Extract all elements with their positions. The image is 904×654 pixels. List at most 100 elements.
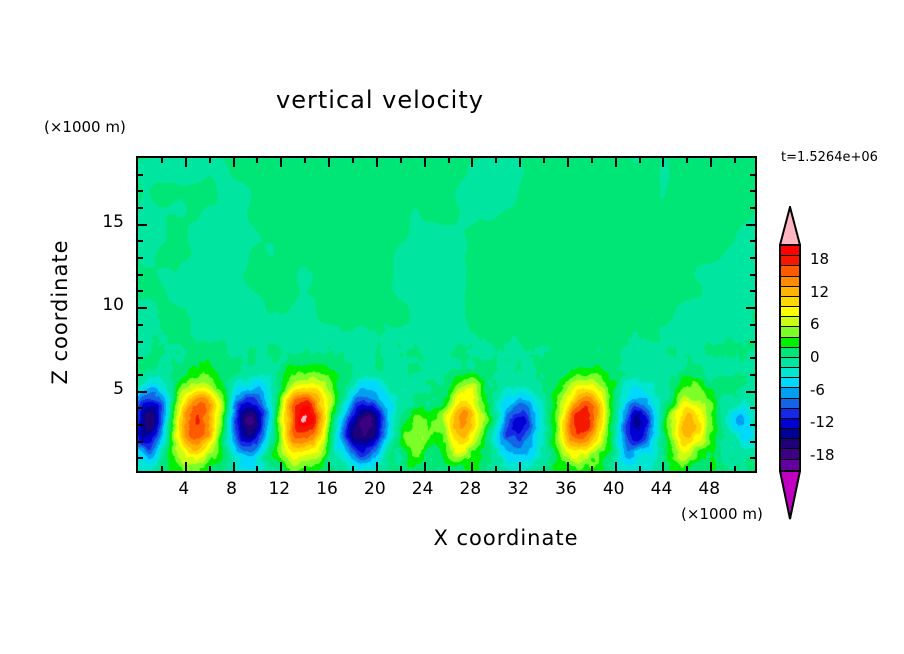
x-tick-top — [519, 158, 522, 167]
x-tick — [160, 466, 163, 471]
x-tick-top — [232, 158, 235, 167]
x-tick-top — [351, 158, 354, 163]
x-tick — [280, 462, 283, 471]
y-tick-right — [750, 207, 755, 210]
x-tick — [686, 466, 689, 471]
colorbar-swatch — [781, 256, 799, 267]
x-tick-top — [280, 158, 283, 167]
colorbar-swatch — [781, 449, 799, 460]
y-axis-title: Z coordinate — [48, 239, 72, 385]
colorbar-swatch — [781, 388, 799, 399]
x-tick-top — [471, 158, 474, 167]
x-tick — [495, 466, 498, 471]
x-tick-top — [304, 158, 307, 163]
x-tick — [734, 466, 737, 471]
x-tick-top — [543, 158, 546, 163]
colorbar-tick-label: 6 — [810, 315, 820, 334]
y-tick-right — [750, 240, 755, 243]
x-tick — [519, 462, 522, 471]
x-tick — [399, 466, 402, 471]
x-tick-top — [710, 158, 713, 167]
y-tick-right — [750, 290, 755, 293]
y-tick-right — [750, 440, 755, 443]
x-tick-label: 48 — [698, 479, 721, 499]
x-tick-top — [662, 158, 665, 167]
y-tick-right — [750, 373, 755, 376]
x-tick — [447, 466, 450, 471]
x-tick-label: 36 — [555, 479, 577, 499]
x-tick-top — [184, 158, 187, 167]
x-tick — [543, 466, 546, 471]
y-tick — [138, 190, 143, 193]
page-title: vertical velocity — [276, 86, 484, 114]
x-tick-top — [160, 158, 163, 163]
y-tick-right — [750, 257, 755, 260]
x-tick — [208, 466, 211, 471]
y-tick-right — [750, 340, 755, 343]
y-tick-right — [746, 390, 755, 393]
y-tick — [138, 373, 143, 376]
colorbar-under-arrow — [779, 470, 801, 520]
x-tick — [423, 462, 426, 471]
colorbar — [779, 244, 801, 472]
y-axis-units: (×1000 m) — [44, 118, 126, 136]
y-tick-right — [750, 323, 755, 326]
x-tick-top — [590, 158, 593, 163]
colorbar-swatch — [781, 246, 799, 257]
colorbar-tick-label: 12 — [810, 282, 830, 301]
colorbar-swatch — [781, 276, 799, 287]
x-tick-label: 28 — [459, 479, 482, 499]
x-tick-top — [638, 158, 641, 163]
x-tick-top — [208, 158, 211, 163]
x-tick — [351, 466, 354, 471]
y-tick-label: 10 — [102, 295, 124, 316]
y-tick — [138, 340, 143, 343]
contour-plot-area — [136, 156, 757, 473]
colorbar-swatch — [781, 398, 799, 409]
colorbar-swatch — [781, 408, 799, 419]
x-tick-label: 40 — [602, 479, 625, 499]
y-tick — [138, 423, 143, 426]
y-tick — [138, 173, 143, 176]
x-tick — [638, 466, 641, 471]
x-tick-label: 4 — [178, 479, 190, 499]
y-tick — [138, 223, 147, 226]
y-tick — [138, 307, 147, 310]
colorbar-tick-label: -12 — [810, 413, 835, 432]
y-tick-right — [750, 357, 755, 360]
y-tick — [138, 440, 143, 443]
x-tick-top — [495, 158, 498, 163]
y-tick-label: 5 — [113, 378, 124, 399]
colorbar-swatch — [781, 429, 799, 440]
x-tick — [566, 462, 569, 471]
colorbar-swatch — [781, 357, 799, 369]
x-tick-label: 20 — [364, 479, 386, 499]
x-tick — [232, 462, 235, 471]
x-tick-label: 44 — [650, 479, 673, 499]
y-tick — [138, 240, 143, 243]
y-tick-right — [750, 190, 755, 193]
y-tick — [138, 207, 143, 210]
colorbar-swatch — [781, 439, 799, 450]
x-tick-top — [423, 158, 426, 167]
x-tick — [328, 462, 331, 471]
colorbar-swatch — [781, 327, 799, 338]
x-tick — [590, 466, 593, 471]
x-tick-top — [328, 158, 331, 167]
colorbar-swatch — [781, 418, 799, 430]
y-tick-right — [750, 173, 755, 176]
x-tick-label: 24 — [411, 479, 434, 499]
x-tick-label: 16 — [316, 479, 338, 499]
y-tick-label: 15 — [102, 211, 124, 232]
colorbar-tick-label: 0 — [810, 348, 820, 366]
y-tick — [138, 390, 147, 393]
x-tick — [184, 462, 187, 471]
colorbar-swatch — [781, 296, 799, 308]
y-tick — [138, 273, 143, 276]
timestamp-annotation: t=1.5264e+06 — [781, 150, 878, 165]
x-tick-label: 12 — [268, 479, 291, 499]
x-tick-label: 32 — [507, 479, 529, 499]
x-tick-top — [375, 158, 378, 167]
x-tick — [471, 462, 474, 471]
colorbar-over-arrow — [779, 206, 801, 246]
